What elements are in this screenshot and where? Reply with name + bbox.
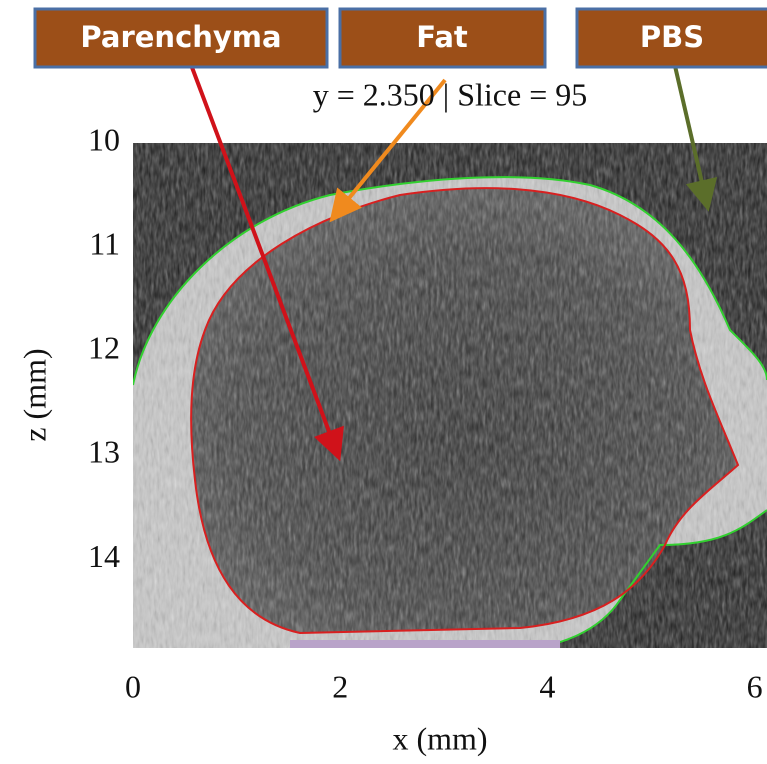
x-tick-label: 0	[125, 668, 141, 704]
arrow	[329, 78, 447, 223]
y-axis-label: z (mm)	[16, 348, 52, 441]
arrow	[673, 65, 718, 212]
x-axis-label: x (mm)	[392, 720, 487, 756]
y-tick-label: 12	[88, 330, 120, 366]
label-box: Parenchyma	[33, 7, 329, 69]
label: PBS	[640, 20, 704, 54]
label: Fat	[416, 20, 468, 54]
title: y = 2.350 | Slice = 95	[313, 76, 587, 112]
y-tick-label: 11	[89, 225, 120, 261]
y-tick-label: 14	[88, 538, 120, 574]
label: Parenchyma	[80, 20, 281, 54]
y-tick-label: 10	[88, 121, 120, 157]
label-box: Fat	[338, 7, 547, 69]
label-box: PBS	[575, 7, 767, 69]
x-tick-label: 4	[539, 668, 555, 704]
x-tick-label: 6	[747, 668, 763, 704]
arrow	[188, 61, 344, 462]
y-tick-label: 13	[88, 434, 120, 470]
x-tick-label: 2	[332, 668, 348, 704]
ultrasound-image	[133, 143, 767, 648]
